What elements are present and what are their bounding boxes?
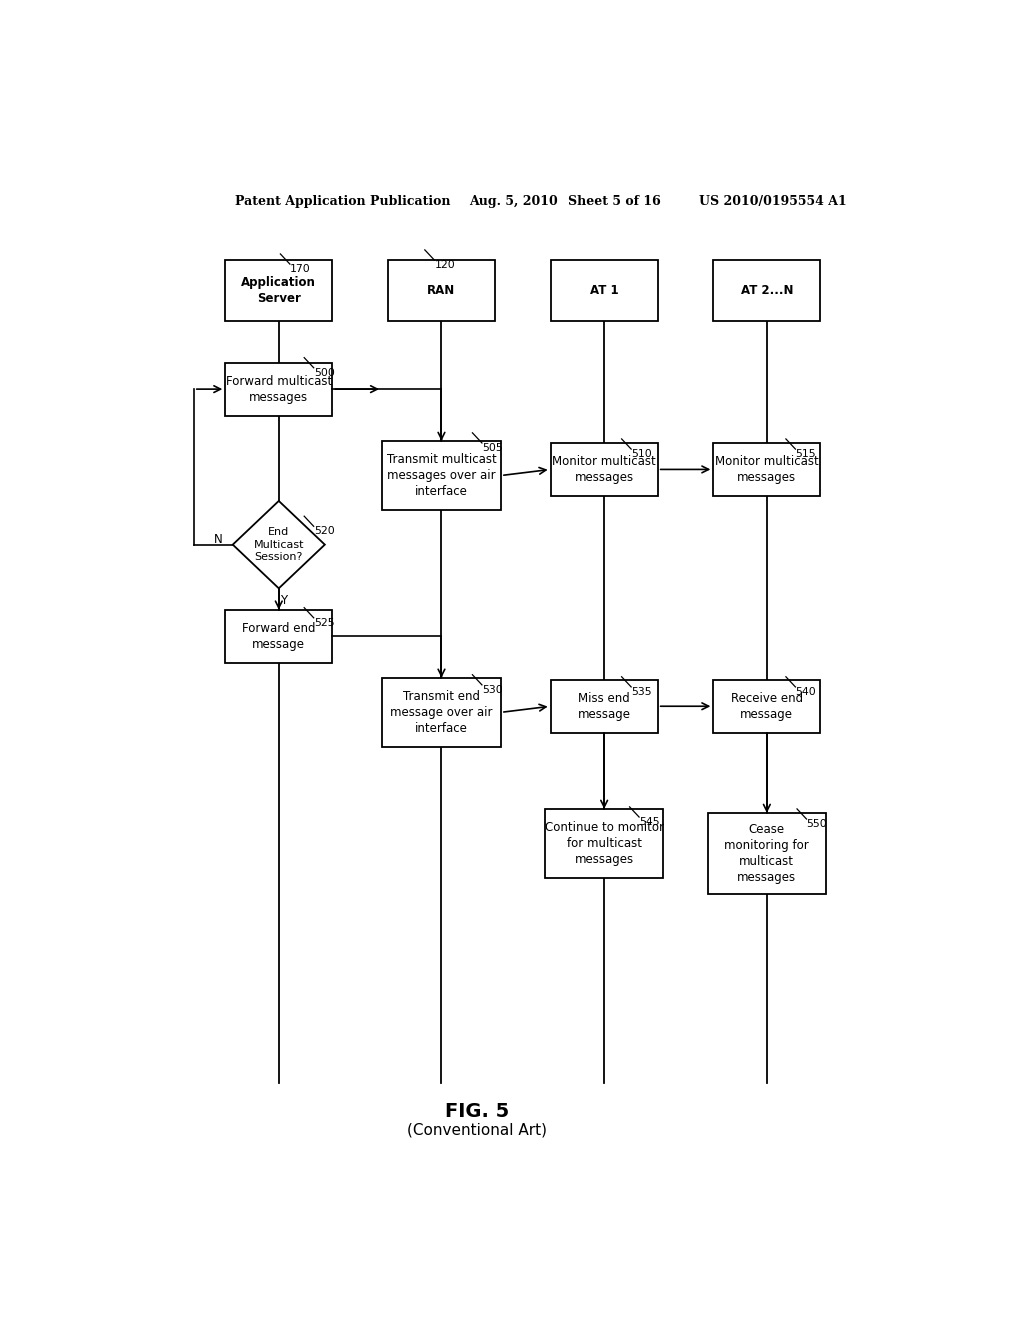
Text: Y: Y [280, 594, 287, 607]
Bar [388, 260, 495, 321]
Text: 530: 530 [482, 685, 503, 694]
Bar [225, 260, 333, 321]
Text: 170: 170 [290, 264, 310, 275]
Text: Receive end
message: Receive end message [731, 692, 803, 721]
Text: 520: 520 [313, 527, 335, 536]
Bar [551, 680, 657, 733]
Text: Forward multicast
messages: Forward multicast messages [225, 375, 332, 404]
Text: 120: 120 [434, 260, 455, 271]
Bar [382, 441, 501, 510]
Bar [551, 444, 657, 496]
Text: 545: 545 [639, 817, 659, 828]
Bar [225, 363, 333, 416]
Text: Sheet 5 of 16: Sheet 5 of 16 [568, 194, 662, 207]
Text: 535: 535 [631, 686, 651, 697]
Text: Aug. 5, 2010: Aug. 5, 2010 [469, 194, 558, 207]
Text: FIG. 5: FIG. 5 [445, 1102, 509, 1121]
Bar [714, 444, 820, 496]
Text: AT 1: AT 1 [590, 284, 618, 297]
Text: 515: 515 [796, 449, 816, 459]
Text: Miss end
message: Miss end message [578, 692, 631, 721]
Text: AT 2...N: AT 2...N [740, 284, 794, 297]
Text: 500: 500 [313, 368, 335, 378]
Bar [714, 680, 820, 733]
Text: Monitor multicast
messages: Monitor multicast messages [715, 455, 819, 484]
Text: Transmit multicast
messages over air
interface: Transmit multicast messages over air int… [387, 453, 497, 498]
Text: End
Multicast
Session?: End Multicast Session? [254, 527, 304, 562]
Text: Forward end
message: Forward end message [242, 622, 315, 651]
Bar [709, 813, 825, 894]
Text: (Conventional Art): (Conventional Art) [408, 1122, 547, 1138]
Text: 505: 505 [482, 444, 503, 453]
Bar [225, 610, 333, 663]
Text: Transmit end
message over air
interface: Transmit end message over air interface [390, 690, 493, 735]
Text: Patent Application Publication: Patent Application Publication [236, 194, 451, 207]
Bar [546, 809, 663, 878]
Text: 540: 540 [796, 686, 816, 697]
Text: US 2010/0195554 A1: US 2010/0195554 A1 [699, 194, 847, 207]
Polygon shape [232, 500, 325, 589]
Bar [714, 260, 820, 321]
Text: N: N [214, 533, 223, 546]
Bar [382, 677, 501, 747]
Text: Monitor multicast
messages: Monitor multicast messages [552, 455, 656, 484]
Bar [551, 260, 657, 321]
Text: 510: 510 [631, 449, 652, 459]
Text: Application
Server: Application Server [242, 276, 316, 305]
Text: Cease
monitoring for
multicast
messages: Cease monitoring for multicast messages [724, 824, 809, 884]
Text: Continue to monitor
for multicast
messages: Continue to monitor for multicast messag… [545, 821, 664, 866]
Text: RAN: RAN [427, 284, 456, 297]
Text: 550: 550 [807, 818, 827, 829]
Text: 525: 525 [313, 618, 334, 628]
